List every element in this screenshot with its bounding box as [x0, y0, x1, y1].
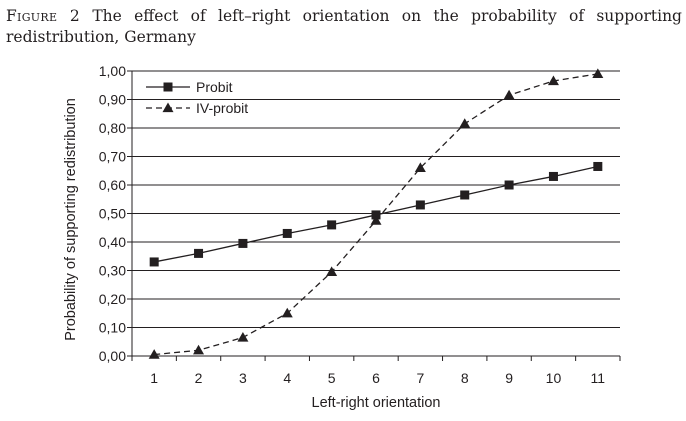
x-tick-label: 6 [372, 370, 380, 386]
data-point [194, 248, 204, 258]
figure-title: The effect of left–right orientation on … [6, 7, 682, 46]
data-point [149, 257, 159, 267]
data-point [148, 349, 160, 359]
y-tick-label: 0,70 [99, 149, 126, 165]
legend-item: Probit [146, 79, 233, 95]
y-tick-label: 0,50 [99, 206, 126, 222]
series-2 [148, 68, 604, 359]
x-tick-label: 9 [505, 370, 513, 386]
y-tick-label: 0,30 [99, 263, 126, 279]
data-point [327, 220, 337, 230]
legend-label: IV-probit [196, 100, 248, 116]
data-point [237, 331, 249, 342]
legend-label: Probit [196, 79, 233, 95]
y-tick-label: 0,00 [99, 348, 126, 364]
x-tick-label: 7 [416, 370, 424, 386]
data-point [504, 180, 514, 190]
data-point [326, 266, 338, 277]
y-tick-label: 0,40 [99, 234, 126, 250]
y-axis-label: Probability of supporting redistribution [63, 98, 79, 341]
legend: Probit IV-probit [146, 79, 248, 116]
data-point [548, 171, 558, 181]
x-tick-label: 5 [328, 370, 336, 386]
data-point [238, 238, 248, 248]
x-axis-label: Left-right orientation [312, 395, 441, 411]
y-tick-label: 1,00 [99, 63, 126, 79]
legend-marker [162, 102, 174, 113]
legend-item: IV-probit [146, 100, 248, 116]
legend-marker [163, 82, 173, 92]
gridlines [132, 70, 620, 328]
data-point [459, 118, 471, 128]
x-tick-label: 3 [239, 370, 247, 386]
data-point [460, 190, 470, 200]
data-point [593, 161, 603, 171]
x-tick-label: 11 [591, 370, 606, 386]
x-tick-label: 1 [150, 370, 158, 386]
series-line [154, 73, 598, 356]
figure-caption: Figure 2 The effect of left–right orient… [6, 6, 682, 48]
data-point [371, 210, 381, 220]
x-tick-label: 10 [546, 370, 562, 386]
data-point [503, 89, 515, 100]
y-tick-label: 0,10 [99, 320, 126, 336]
data-point [415, 200, 425, 210]
y-tick-label: 0,60 [99, 177, 126, 193]
axes: 0,00 0,10 0,20 0,30 0,40 0,50 0,60 0,70 0,80 0,90… [99, 63, 621, 386]
x-tick-label: 8 [461, 370, 469, 386]
data-point [281, 307, 293, 318]
y-tick-label: 0,20 [99, 291, 126, 307]
data-point [282, 228, 292, 238]
y-tick-label: 0,80 [99, 120, 126, 136]
x-tick-label: 2 [195, 370, 203, 386]
data-point [370, 215, 382, 225]
x-tick-label: 4 [283, 370, 291, 386]
data-point [547, 75, 559, 86]
y-tick-label: 0,90 [99, 92, 126, 108]
data-point [414, 162, 426, 173]
figure-label: Figure 2 [6, 7, 81, 25]
data-point [193, 344, 205, 355]
series-1 [149, 161, 603, 267]
data-point [592, 68, 604, 78]
series-layer [148, 68, 604, 359]
